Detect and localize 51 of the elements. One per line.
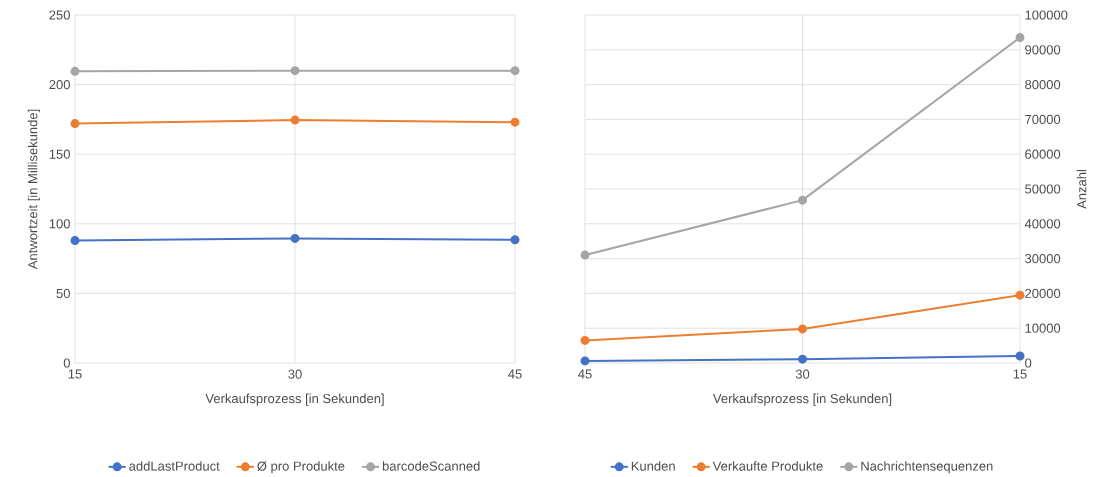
y-tick-label: 200 (49, 80, 70, 90)
y2-tick-label: 100000 (1025, 10, 1068, 20)
legend-label: Ø pro Produkte (257, 461, 345, 474)
legend-label: barcodeScanned (382, 461, 480, 471)
legend-label: Verkaufte Produkte (712, 461, 823, 471)
y2-tick-label: 70000 (1025, 115, 1061, 125)
point (798, 195, 808, 205)
point (510, 117, 520, 127)
y2-tick-label: 50000 (1025, 184, 1061, 194)
point (580, 250, 590, 260)
y-tick-label: 100 (49, 219, 70, 229)
y-tick-label: 150 (49, 149, 70, 160)
y2-tick-label: 20000 (1025, 289, 1061, 299)
x-tick-label: 30 (795, 369, 810, 379)
y2-tick-label: 10000 (1025, 323, 1061, 334)
legend-label: addLastProduct (129, 461, 220, 471)
point (290, 66, 300, 76)
y2-tick-label: 40000 (1024, 219, 1061, 229)
y-tick-label: 0 (63, 358, 70, 368)
point (70, 236, 80, 246)
y-axis-title: Antwortzeit [in Millisekunde] (27, 110, 40, 270)
point (798, 324, 808, 334)
point (580, 356, 590, 366)
x-axis-title: Verkaufsprozess [in Sekunden] (712, 393, 892, 406)
point (70, 119, 80, 129)
y2-tick-label: 60000 (1025, 149, 1061, 160)
legend-label: Nachrichtensequenzen (861, 461, 993, 474)
point (70, 67, 80, 77)
x-tick-label: 15 (1013, 369, 1027, 379)
x-tick-label: 45 (578, 369, 592, 379)
x-tick-label: 30 (288, 369, 302, 379)
y2-tick-label: 0 (1025, 358, 1032, 368)
y-tick-label: 50 (56, 289, 70, 299)
x-tick-label: 45 (508, 369, 522, 379)
point (510, 66, 520, 76)
y-tick-label: 250 (49, 10, 70, 20)
point (798, 354, 808, 364)
x-tick-label: 15 (68, 369, 82, 379)
x-axis-title: Verkaufsprozess [in Sekunden] (205, 393, 384, 406)
point (290, 234, 300, 244)
y2-tick-label: 30000 (1025, 254, 1061, 264)
point (580, 336, 590, 346)
point (1015, 290, 1025, 300)
point (290, 115, 300, 125)
legend-label: Kunden (631, 461, 675, 471)
point (510, 235, 520, 245)
point (1015, 351, 1025, 361)
y2-tick-label: 80000 (1025, 80, 1061, 90)
y2-tick-label: 90000 (1025, 45, 1061, 55)
y2-axis-title: Anzahl (1076, 170, 1087, 210)
point (1015, 33, 1025, 43)
